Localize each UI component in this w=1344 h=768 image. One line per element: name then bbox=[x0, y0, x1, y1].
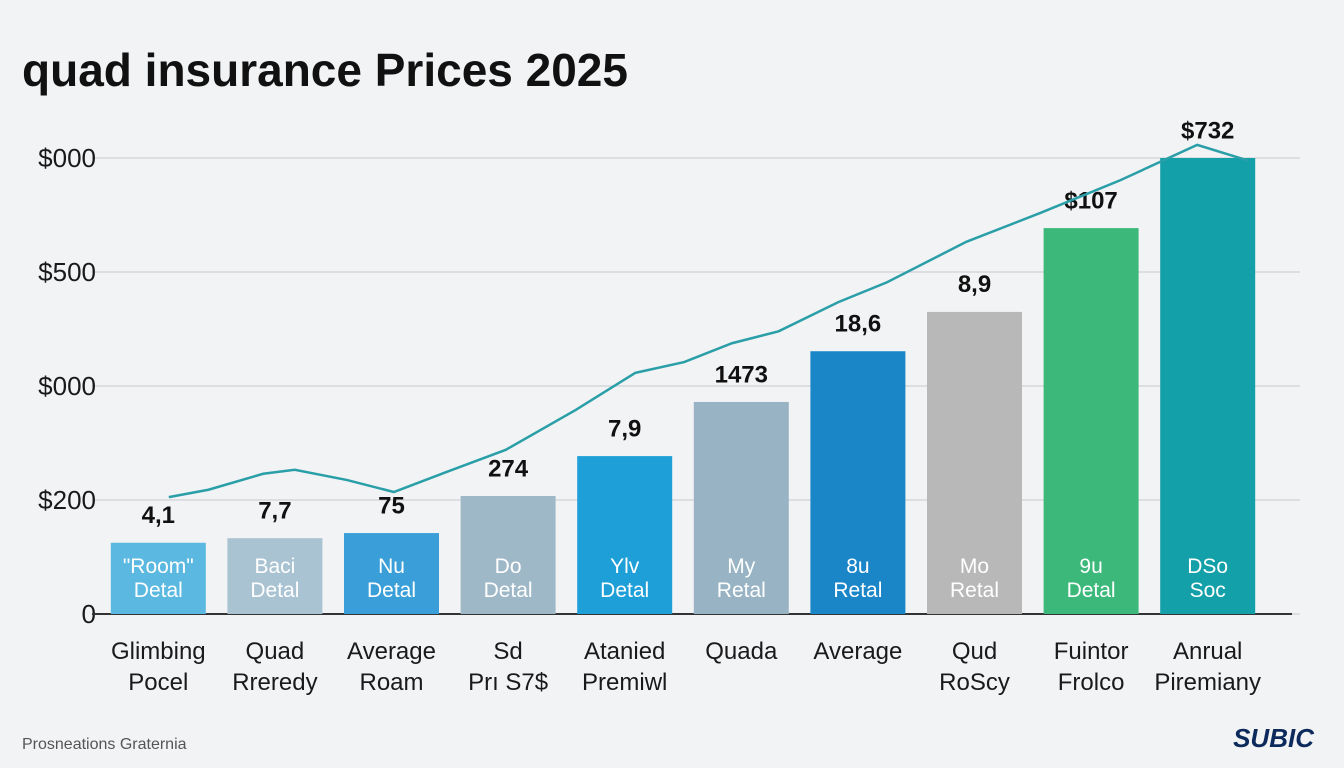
x-tick-label: Fuintor Frolco bbox=[1053, 638, 1129, 696]
x-tick-label: Qud RoScy bbox=[939, 638, 1010, 696]
y-tick-label: $500 bbox=[38, 257, 96, 287]
x-tick-label: Quada bbox=[705, 638, 778, 665]
bar-inner-label: 8u Retal bbox=[833, 555, 883, 602]
bar-label: 7,7 bbox=[258, 498, 291, 525]
bar bbox=[1043, 228, 1139, 615]
chart-title: quad insurance Prices 2025 bbox=[22, 44, 628, 96]
bar-inner-label: My Retal bbox=[716, 555, 766, 602]
x-tick-label: Sd Prı S7$ bbox=[468, 638, 549, 696]
x-tick-label: Glimbing Pocel bbox=[110, 638, 206, 696]
bar-inner-label: Baci Detal bbox=[250, 555, 300, 602]
bar-label: 4,1 bbox=[142, 502, 175, 529]
x-tick-label: Average Roam bbox=[347, 638, 436, 696]
bar bbox=[460, 496, 556, 614]
bar bbox=[927, 311, 1022, 614]
bar bbox=[344, 533, 439, 614]
bar-label: 1473 bbox=[715, 361, 768, 388]
bar-inner-label: Mo Retal bbox=[949, 555, 1000, 602]
x-tick-label: Atanied Premiwl bbox=[582, 638, 668, 696]
bar-inner-label: 9u Detal bbox=[1066, 555, 1116, 602]
bar-label: 8,9 bbox=[958, 271, 991, 298]
bar bbox=[810, 351, 906, 614]
bar-inner-label: DSo Soc bbox=[1187, 555, 1229, 602]
bar-inner-label: Nu Detal bbox=[366, 555, 417, 602]
bar-label: 18,6 bbox=[835, 311, 882, 338]
bar-inner-label: Ylv Detal bbox=[600, 555, 650, 602]
bar-inner-label: Do Detal bbox=[483, 555, 533, 602]
y-tick-label: $200 bbox=[38, 485, 96, 515]
y-tick-label: $000 bbox=[38, 371, 96, 401]
x-tick-label: Quad Rreredy bbox=[232, 638, 318, 696]
bar-inner-label: "Room" Detal bbox=[122, 555, 194, 602]
bar bbox=[1160, 158, 1256, 614]
bar-label: 7,9 bbox=[608, 415, 641, 442]
x-tick-label: Average bbox=[813, 638, 903, 665]
y-tick-label: $000 bbox=[38, 143, 96, 173]
y-tick-label: 0 bbox=[82, 599, 96, 629]
bar-label: 274 bbox=[488, 455, 529, 482]
bar-label: $732 bbox=[1181, 117, 1234, 144]
logo: SUBIC bbox=[1233, 723, 1315, 753]
trend-line bbox=[168, 143, 1248, 499]
bar bbox=[227, 538, 323, 614]
bar bbox=[693, 401, 789, 614]
x-tick-label: Anrual Piremiany bbox=[1154, 638, 1262, 696]
bar-label: 75 bbox=[378, 492, 405, 519]
bar bbox=[110, 542, 206, 614]
footer: Prosneations Graternia bbox=[22, 736, 187, 753]
bar bbox=[577, 456, 673, 614]
